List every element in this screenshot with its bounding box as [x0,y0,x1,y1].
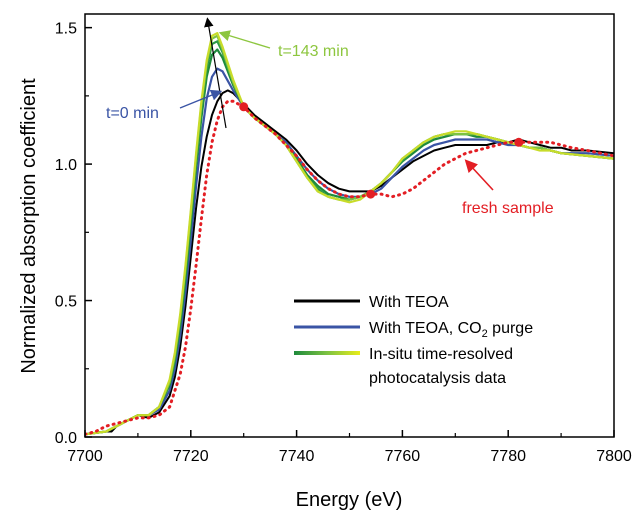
plot-frame [84,13,615,438]
series-line-4 [85,34,614,436]
y-tick-label: 1.0 [55,157,77,174]
marker-point-1 [366,189,376,199]
marker-layer [239,102,524,199]
marker-point-0 [239,102,249,112]
x-tick-label: 7740 [279,448,315,465]
legend-label-in-situ-line2: photocatalysis data [369,370,506,387]
legend: With TEOA With TEOA, CO2 purge In-situ t… [294,294,533,387]
series-line-6 [85,99,614,436]
annotation-t0: t=0 min [106,105,159,122]
x-axis-ticks: 7700 7720 7740 7760 7780 7800 [67,430,632,465]
annotation-fresh-sample: fresh sample [462,200,554,217]
annotation-t143: t=143 min [278,43,349,60]
y-axis-ticks: 0.0 0.5 1.0 1.5 [55,21,92,447]
marker-point-2 [514,137,524,147]
t0-arrow [179,89,223,109]
series-line-1 [85,67,614,436]
t143-arrow [218,30,271,49]
legend-label-with-teoa: With TEOA [369,294,449,311]
y-tick-label: 0.0 [55,430,77,447]
series-line-5 [85,31,614,436]
series-line-3 [85,40,614,436]
x-tick-label: 7760 [385,448,421,465]
legend-label-in-situ-line1: In-situ time-resolved [369,346,513,363]
y-tick-label: 0.5 [55,294,77,311]
x-tick-label: 7780 [490,448,526,465]
x-tick-label: 7800 [596,448,632,465]
x-axis-label: Energy (eV) [296,489,403,511]
trend-arrow [204,17,227,129]
legend-label-co2-purge: With TEOA, CO2 purge [369,320,533,340]
legend-swatch-in-situ [294,351,360,355]
x-tick-label: 7700 [67,448,103,465]
series-layer [85,31,614,436]
y-axis-label: Normalized absorption coefficient [18,78,40,374]
series-line-2 [85,48,614,436]
x-tick-label: 7720 [173,448,209,465]
fresh-sample-arrow [464,159,494,191]
y-tick-label: 1.5 [55,21,77,38]
